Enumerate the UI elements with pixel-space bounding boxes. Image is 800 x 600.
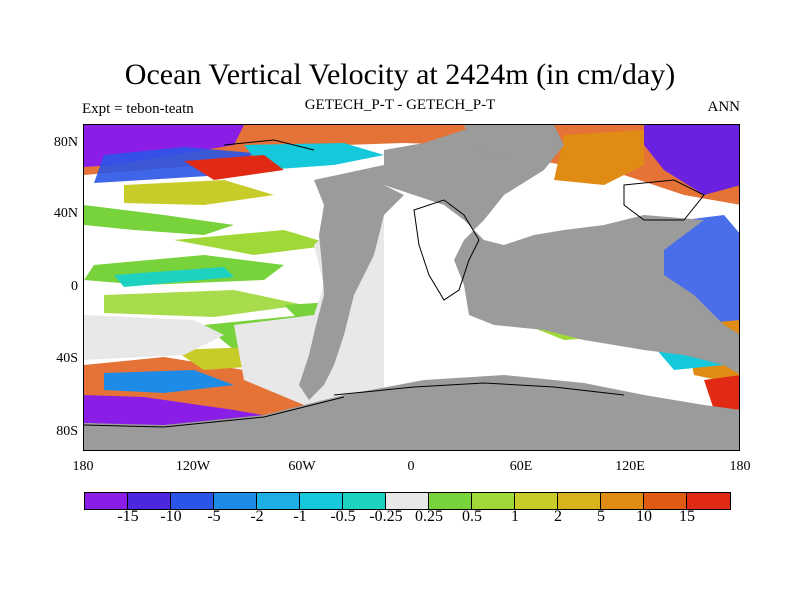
colorbar-box: [558, 493, 601, 509]
colorbar-box: [429, 493, 472, 509]
land-south-america: [299, 165, 404, 400]
lon-label-180e: 180: [729, 459, 751, 474]
colorbar-box: [515, 493, 558, 509]
lat-label-40s: 40S: [56, 351, 78, 366]
field-ne-purple: [644, 125, 739, 195]
colorbar-box: [472, 493, 515, 509]
coastline-5: [84, 396, 345, 428]
field-north-cyan: [244, 143, 384, 170]
colorbar-box: [687, 493, 730, 509]
comparison-label: GETECH_P-T - GETECH_P-T: [304, 97, 496, 113]
colorbar-label: -2: [250, 508, 264, 525]
lon-label-180w: 180: [72, 459, 94, 474]
field-south-purple: [84, 395, 274, 425]
land-arctic: [464, 125, 554, 160]
colorbar-label: 0.5: [462, 508, 482, 525]
field-n-red: [184, 155, 284, 180]
colorbar-box: [171, 493, 214, 509]
lon-label-0: 0: [407, 459, 415, 474]
colorbar-box: [386, 493, 429, 509]
period-label: ANN: [707, 99, 741, 115]
coastline-1: [413, 199, 480, 301]
colorbar-label: 0.25: [415, 508, 443, 525]
colorbar-box: [644, 493, 687, 509]
colorbar-box: [601, 493, 644, 509]
lat-label-40n: 40N: [53, 206, 78, 221]
field-pac-green-3: [104, 290, 304, 317]
field-pac-cyan: [114, 267, 234, 287]
field-se-red: [704, 375, 739, 415]
colorbar-box: [214, 493, 257, 509]
field-ne-orange: [554, 130, 644, 185]
colorbar-box: [343, 493, 386, 509]
lon-label-120e: 120E: [615, 459, 645, 474]
land-eurasia-africa: [384, 125, 739, 374]
field-pac-yellow: [174, 230, 334, 255]
colorbar-label: 1: [511, 508, 519, 525]
coastline-2: [623, 179, 705, 221]
colorbar-box: [128, 493, 171, 509]
colorbar-label: -1: [293, 508, 307, 525]
colorbar-label: 2: [554, 508, 562, 525]
field-south-blue: [104, 370, 234, 393]
colorbar-label: -15: [117, 508, 139, 525]
lon-label-120w: 120W: [175, 459, 211, 474]
plot-title: Ocean Vertical Velocity at 2424m (in cm/…: [124, 58, 676, 91]
lat-label-0: 0: [71, 279, 78, 294]
experiment-label: Expt = tebon-teatn: [82, 101, 194, 117]
field-pac-green-1: [84, 205, 234, 235]
colorbar-label: -0.25: [369, 508, 403, 525]
colorbar-label: -0.5: [330, 508, 356, 525]
colorbar-label: 10: [636, 508, 652, 525]
colorbar-label: -5: [207, 508, 221, 525]
colorbar: [84, 492, 731, 510]
map-svg: [84, 125, 739, 450]
colorbar-box: [257, 493, 300, 509]
colorbar-box: [300, 493, 343, 509]
field-n-yellow-a: [124, 180, 274, 205]
map-plot-area: [83, 124, 740, 451]
coastline-4: [223, 139, 315, 151]
lat-label-80s: 80S: [56, 424, 78, 439]
colorbar-label: 15: [679, 508, 695, 525]
field-neutral-pac: [84, 315, 224, 360]
land-antarctica: [84, 375, 739, 450]
colorbar-label: 5: [597, 508, 605, 525]
lon-label-60e: 60E: [509, 459, 533, 474]
colorbar-box: [85, 493, 128, 509]
lon-label-60w: 60W: [288, 459, 316, 474]
colorbar-label: -10: [160, 508, 182, 525]
lat-label-80n: 80N: [53, 135, 78, 150]
coastline-3: [333, 382, 625, 396]
